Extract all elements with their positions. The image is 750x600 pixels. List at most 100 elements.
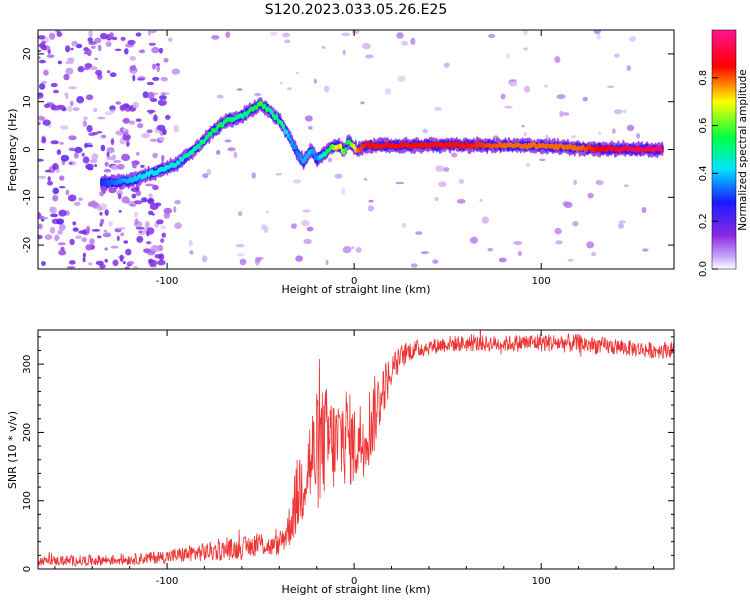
colorbar-tick-label: 0.4	[698, 165, 709, 181]
heatmap-noise-cell	[479, 198, 483, 202]
heatmap-noise-cell	[435, 165, 445, 172]
heatmap-noise-cell	[279, 81, 283, 85]
heatmap-noise-cell	[38, 234, 43, 240]
heatmap-noise-cell	[100, 144, 106, 152]
heatmap-noise-cell	[573, 179, 578, 185]
heatmap-noise-cell	[56, 104, 65, 109]
heatmap-noise-cell	[91, 153, 99, 161]
heatmap-noise-cell	[72, 227, 79, 232]
heatmap-noise-cell	[153, 114, 158, 122]
heatmap-noise-cell	[68, 148, 77, 152]
heatmap-noise-cell	[47, 181, 53, 186]
heatmap-noise-cell	[136, 151, 140, 156]
heatmap-noise-cell	[164, 92, 170, 95]
snr-axes-frame	[37, 329, 675, 570]
heatmap-noise-cell	[138, 230, 143, 234]
heatmap-noise-cell	[239, 258, 247, 266]
heatmap-noise-cell	[97, 44, 102, 52]
heatmap-ridge-cell	[177, 160, 181, 166]
heatmap-noise-cell	[263, 225, 269, 234]
heatmap-noise-cell	[355, 247, 362, 253]
heatmap-noise-cell	[521, 124, 525, 128]
heatmap-noise-cell	[73, 152, 79, 159]
heatmap-noise-cell	[626, 124, 635, 132]
heatmap-noise-cell	[119, 254, 124, 262]
heatmap-noise-cell	[67, 194, 77, 202]
heatmap-noise-cell	[56, 218, 65, 225]
heatmap-noise-cell	[434, 196, 439, 202]
heatmap-ridge-cell	[339, 143, 343, 149]
heatmap-noise-cell	[65, 45, 71, 53]
heatmap-noise-cell	[124, 48, 129, 55]
heatmap-noise-cell	[114, 48, 122, 51]
snr-y-tick-label: 100	[22, 491, 33, 510]
heatmap-noise-cell	[350, 246, 355, 250]
heatmap-noise-cell	[60, 154, 70, 162]
heatmap-noise-cell	[94, 163, 98, 168]
heatmap-noise-cell	[104, 209, 109, 216]
heatmap-noise-cell	[216, 94, 224, 99]
heatmap-ridge-cell	[286, 133, 291, 139]
heatmap-noise-cell	[53, 89, 59, 94]
heatmap-noise-cell	[130, 187, 140, 193]
heatmap-noise-cell	[504, 105, 513, 109]
heatmap-noise-cell	[89, 238, 95, 245]
heatmap-noise-cell	[168, 37, 173, 43]
heatmap-noise-cell	[74, 201, 81, 207]
heatmap-noise-cell	[342, 246, 352, 254]
heatmap-noise-cell	[112, 159, 122, 164]
heatmap-noise-cell	[118, 209, 122, 213]
heatmap-noise-cell	[67, 57, 75, 63]
heatmap-noise-cell	[151, 213, 155, 216]
heatmap-noise-cell	[141, 133, 151, 139]
heatmap-noise-cell	[86, 125, 93, 133]
heatmap-ridge-cell	[263, 103, 267, 109]
heatmap-noise-cell	[38, 59, 46, 64]
heatmap-noise-cell	[72, 221, 77, 226]
heatmap-noise-cell	[89, 159, 98, 164]
heatmap-ridge-cell	[254, 105, 259, 110]
heatmap-noise-cell	[38, 35, 46, 40]
heatmap-noise-cell	[137, 78, 145, 81]
heatmap-noise-cell	[443, 62, 450, 68]
heatmap-noise-cell	[275, 173, 283, 176]
heatmap-ridge-cell	[275, 113, 279, 120]
heatmap-noise-cell	[434, 106, 442, 111]
heatmap-noise-cell	[148, 30, 157, 34]
heatmap-noise-cell	[86, 144, 94, 148]
heatmap-noise-cell	[341, 32, 351, 37]
heatmap-noise-cell	[56, 32, 63, 37]
heatmap-noise-cell	[622, 109, 627, 114]
heatmap-noise-cell	[500, 93, 506, 100]
heatmap-noise-cell	[517, 250, 522, 257]
heatmap-noise-cell	[202, 255, 208, 263]
heatmap-noise-cell	[582, 96, 588, 102]
colorbar-tick-label: 0.0	[698, 261, 709, 277]
heatmap-noise-cell	[85, 244, 93, 251]
snr-line-marks	[38, 330, 674, 567]
heatmap-noise-cell	[52, 195, 59, 202]
heatmap-noise-cell	[159, 95, 167, 100]
heatmap-noise-cell	[83, 116, 88, 120]
heatmap-noise-cell	[38, 95, 44, 99]
heatmap-noise-cell	[432, 259, 439, 264]
heatmap-noise-cell	[110, 138, 115, 146]
heatmap-noise-cell	[65, 67, 74, 75]
heatmap-noise-cell	[106, 152, 110, 157]
heatmap-noise-cell	[132, 74, 136, 82]
heatmap-noise-cell	[145, 183, 154, 187]
heatmap-noise-cell	[410, 37, 416, 46]
heatmap-noise-cell	[122, 117, 130, 124]
heatmap-noise-cell	[626, 65, 631, 71]
heatmap-noise-cell	[38, 56, 41, 60]
heatmap-noise-cell	[89, 66, 98, 70]
heatmap-noise-cell	[559, 110, 564, 118]
heatmap-noise-cell	[148, 42, 156, 46]
heatmap-noise-cell	[133, 211, 139, 218]
heatmap-noise-cell	[86, 225, 90, 233]
heatmap-noise-cell	[38, 223, 43, 230]
heatmap-noise-cell	[132, 266, 139, 269]
heatmap-noise-cell	[56, 149, 62, 155]
heatmap-noise-cell	[157, 259, 166, 266]
heatmap-noise-cell	[122, 261, 126, 265]
